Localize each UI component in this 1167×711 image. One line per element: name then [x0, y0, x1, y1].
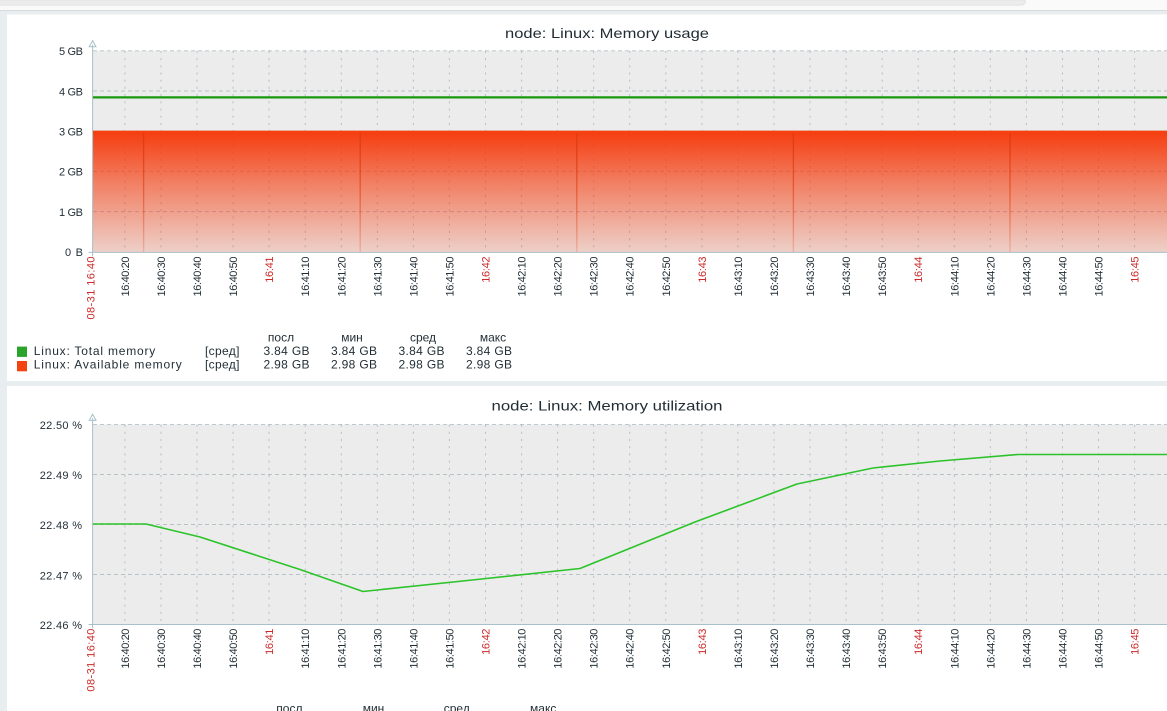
svg-text:16:41:30: 16:41:30 — [372, 257, 384, 297]
svg-text:16:43:30: 16:43:30 — [805, 257, 817, 297]
svg-text:16:45: 16:45 — [1130, 629, 1142, 655]
svg-text:22.50 %: 22.50 % — [40, 420, 83, 432]
svg-text:22.49 %: 22.49 % — [40, 470, 83, 482]
svg-text:node: Linux: Memory usage: node: Linux: Memory usage — [505, 25, 709, 41]
svg-text:16:42:20: 16:42:20 — [553, 629, 565, 669]
svg-text:16:41:10: 16:41:10 — [300, 257, 312, 297]
svg-text:5 GB: 5 GB — [59, 46, 83, 58]
svg-text:2.98 GB: 2.98 GB — [466, 358, 512, 372]
svg-text:[сред]: [сред] — [205, 358, 240, 372]
svg-text:16:42:40: 16:42:40 — [625, 629, 637, 669]
svg-text:Linux: Available memory: Linux: Available memory — [34, 358, 182, 372]
svg-text:22.47 %: 22.47 % — [40, 570, 83, 582]
svg-text:16:42:50: 16:42:50 — [661, 629, 673, 669]
svg-text:16:43: 16:43 — [697, 257, 709, 283]
svg-text:16:41:20: 16:41:20 — [336, 629, 348, 669]
svg-text:16:43:40: 16:43:40 — [841, 629, 853, 669]
svg-text:16:40:20: 16:40:20 — [120, 257, 132, 297]
svg-text:16:42:50: 16:42:50 — [661, 257, 673, 297]
svg-text:16:43:20: 16:43:20 — [769, 257, 781, 297]
svg-text:1 GB: 1 GB — [59, 207, 83, 219]
svg-text:16:43:40: 16:43:40 — [841, 257, 853, 297]
svg-text:3.84 GB: 3.84 GB — [399, 344, 445, 358]
svg-text:16:45:10: 16:45:10 — [1166, 257, 1167, 297]
svg-text:4 GB: 4 GB — [59, 86, 83, 98]
svg-text:16:42: 16:42 — [481, 629, 493, 655]
svg-text:16:40:50: 16:40:50 — [228, 629, 240, 669]
svg-text:16:42:10: 16:42:10 — [517, 629, 529, 669]
svg-text:16:41:20: 16:41:20 — [336, 257, 348, 297]
svg-text:08-31 16:40: 08-31 16:40 — [85, 257, 97, 320]
svg-text:0 B: 0 B — [65, 247, 83, 259]
svg-text:16:44:10: 16:44:10 — [949, 257, 961, 297]
svg-text:16:40:40: 16:40:40 — [192, 629, 204, 669]
svg-text:16:43: 16:43 — [697, 629, 709, 655]
svg-text:16:43:10: 16:43:10 — [733, 629, 745, 669]
svg-text:16:44:30: 16:44:30 — [1021, 257, 1033, 297]
svg-text:16:43:10: 16:43:10 — [733, 257, 745, 297]
svg-text:node: Linux: Memory utilizatio: node: Linux: Memory utilization — [492, 398, 723, 414]
svg-text:16:42: 16:42 — [481, 257, 493, 283]
svg-text:16:40:30: 16:40:30 — [156, 629, 168, 669]
svg-text:16:40:50: 16:40:50 — [228, 257, 240, 297]
svg-text:16:41:10: 16:41:10 — [300, 629, 312, 669]
svg-text:16:41: 16:41 — [264, 629, 276, 655]
svg-text:16:44: 16:44 — [913, 257, 925, 283]
svg-text:16:40:40: 16:40:40 — [192, 257, 204, 297]
svg-text:макс: макс — [530, 702, 556, 711]
svg-text:2.98 GB: 2.98 GB — [331, 358, 377, 372]
svg-text:16:42:10: 16:42:10 — [517, 257, 529, 297]
svg-text:3.84 GB: 3.84 GB — [331, 344, 377, 358]
svg-text:16:41: 16:41 — [264, 257, 276, 283]
svg-text:16:44:50: 16:44:50 — [1094, 257, 1106, 297]
svg-text:16:44:20: 16:44:20 — [985, 257, 997, 297]
svg-text:16:40:30: 16:40:30 — [156, 257, 168, 297]
svg-text:посл: посл — [276, 702, 302, 711]
svg-text:16:42:30: 16:42:30 — [589, 629, 601, 669]
svg-text:16:42:30: 16:42:30 — [589, 257, 601, 297]
svg-text:16:44: 16:44 — [913, 629, 925, 655]
svg-text:16:43:30: 16:43:30 — [805, 629, 817, 669]
svg-text:16:41:40: 16:41:40 — [408, 629, 420, 669]
svg-text:16:41:50: 16:41:50 — [444, 629, 456, 669]
svg-text:3.84 GB: 3.84 GB — [264, 344, 310, 358]
svg-text:16:43:50: 16:43:50 — [877, 629, 889, 669]
svg-text:сред: сред — [410, 331, 436, 345]
svg-text:[сред]: [сред] — [205, 344, 240, 358]
svg-text:макс: макс — [480, 331, 506, 345]
svg-text:16:42:20: 16:42:20 — [553, 257, 565, 297]
svg-text:2.98 GB: 2.98 GB — [264, 358, 310, 372]
svg-text:16:44:10: 16:44:10 — [949, 629, 961, 669]
svg-text:22.46 %: 22.46 % — [40, 620, 83, 632]
svg-text:16:44:20: 16:44:20 — [985, 629, 997, 669]
svg-text:16:45:10: 16:45:10 — [1166, 629, 1167, 669]
svg-text:2.98 GB: 2.98 GB — [399, 358, 445, 372]
svg-text:16:43:50: 16:43:50 — [877, 257, 889, 297]
svg-text:16:43:20: 16:43:20 — [769, 629, 781, 669]
svg-text:16:41:50: 16:41:50 — [444, 257, 456, 297]
svg-text:посл: посл — [268, 331, 294, 345]
svg-text:сред: сред — [444, 702, 470, 711]
svg-text:16:41:30: 16:41:30 — [372, 629, 384, 669]
svg-text:мин: мин — [363, 702, 385, 711]
svg-text:16:44:40: 16:44:40 — [1058, 257, 1070, 297]
svg-text:08-31 16:40: 08-31 16:40 — [85, 629, 97, 692]
svg-text:16:44:40: 16:44:40 — [1058, 629, 1070, 669]
svg-text:16:44:30: 16:44:30 — [1021, 629, 1033, 669]
svg-text:16:42:40: 16:42:40 — [625, 257, 637, 297]
svg-text:16:41:40: 16:41:40 — [408, 257, 420, 297]
svg-text:16:44:50: 16:44:50 — [1094, 629, 1106, 669]
svg-text:2 GB: 2 GB — [59, 167, 83, 179]
svg-text:Linux: Total memory: Linux: Total memory — [34, 344, 156, 358]
svg-text:16:40:20: 16:40:20 — [120, 629, 132, 669]
svg-text:3 GB: 3 GB — [59, 127, 83, 139]
svg-text:16:45: 16:45 — [1130, 257, 1142, 283]
svg-text:22.48 %: 22.48 % — [40, 520, 83, 532]
svg-text:мин: мин — [341, 331, 363, 345]
svg-text:3.84 GB: 3.84 GB — [466, 344, 512, 358]
